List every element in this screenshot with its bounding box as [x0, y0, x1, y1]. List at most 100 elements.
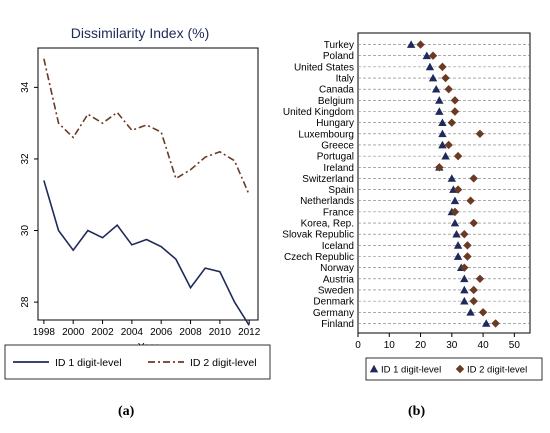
x-tick-label: 2002: [91, 327, 114, 338]
category-label-italy: Italy: [336, 74, 354, 85]
category-label-luxembourg: Luxembourg: [298, 129, 354, 140]
point-id-1-digit-level-netherlands: [450, 196, 460, 205]
category-label-united-kingdom: United Kingdom: [283, 107, 354, 118]
point-id-1-digit-level-italy: [428, 73, 438, 82]
point-id-1-digit-level-switzerland: [447, 174, 457, 182]
point-id-1-digit-level-denmark: [460, 296, 469, 305]
x-tick-label: 1998: [33, 327, 56, 338]
y-tick-label: 30: [20, 225, 31, 237]
x-tick-label: 30: [446, 340, 458, 351]
point-id-1-digit-level-slovak-republic: [452, 229, 461, 238]
point-id-1-digit-level-hungary: [438, 118, 447, 127]
x-tick-label: 50: [509, 340, 521, 351]
line-chart-dissimilarity-index: Dissimilarity Index (%) 28 30 32 34 1998 2000 2…: [4, 25, 271, 380]
point-id-2-digit-level-canada: [444, 84, 453, 94]
category-label-germany: Germany: [313, 308, 354, 319]
point-id-2-digit-level-poland: [428, 51, 438, 60]
point-id-1-digit-level-portugal: [441, 151, 450, 160]
point-id-2-digit-level-iceland: [463, 241, 472, 250]
y-tick-label: 34: [20, 81, 31, 93]
point-id-1-digit-level-belgium: [435, 96, 444, 104]
category-label-portugal: Portugal: [317, 152, 354, 163]
point-id-1-digit-level-canada: [431, 84, 441, 93]
category-label-greece: Greece: [321, 140, 354, 151]
x-tick-label: 2006: [150, 327, 173, 338]
legend-label-id-2-digit-level: ID 2 digit-level: [190, 357, 257, 369]
point-id-2-digit-level-austria: [475, 274, 485, 284]
point-id-1-digit-level-sweden: [460, 285, 469, 294]
legend-box: [4, 344, 271, 380]
x-tick-label: 0: [355, 340, 361, 351]
point-id-2-digit-level-italy: [441, 73, 450, 83]
point-id-2-digit-level-sweden: [469, 285, 478, 295]
point-id-1-digit-level-iceland: [453, 241, 463, 249]
point-id-2-digit-level-greece: [444, 140, 453, 150]
category-label-czech-republic: Czech Republic: [284, 252, 354, 263]
point-id-1-digit-level-austria: [460, 274, 469, 283]
category-label-netherlands: Netherlands: [300, 196, 354, 207]
category-label-finland: Finland: [321, 319, 354, 330]
category-label-denmark: Denmark: [313, 297, 355, 308]
category-label-france: France: [323, 207, 355, 218]
panel-label-b: (b): [408, 404, 426, 419]
x-tick-label: 2012: [238, 327, 261, 338]
category-label-poland: Poland: [323, 51, 354, 62]
point-id-2-digit-level-switzerland: [469, 174, 478, 183]
legend-label-id-1-digit-level: ID 1 digit-level: [381, 365, 441, 376]
point-id-1-digit-level-germany: [466, 308, 475, 316]
point-id-2-digit-level-france: [450, 207, 460, 217]
category-label-ireland: Ireland: [323, 163, 354, 174]
legend-key-id-2-digit-level: [455, 364, 465, 374]
x-tick-label: 2010: [209, 327, 232, 338]
point-id-2-digit-level-hungary: [447, 118, 457, 127]
point-id-2-digit-level-denmark: [469, 296, 478, 306]
plot-frame: [37, 47, 259, 321]
point-id-1-digit-level-greece: [438, 140, 447, 149]
y-tick-label: 28: [20, 296, 31, 308]
x-tick-label: 10: [384, 340, 396, 351]
point-id-2-digit-level-united-states: [438, 62, 447, 72]
point-id-2-digit-level-ireland: [435, 163, 444, 172]
legend-label-id-2-digit-level: ID 2 digit-level: [467, 365, 527, 376]
point-id-2-digit-level-finland: [491, 319, 500, 328]
point-id-1-digit-level-korea-rep: [450, 218, 460, 227]
y-tick-label: 32: [20, 153, 31, 165]
legend-box: [365, 357, 543, 381]
category-label-slovak-republic: Slovak Republic: [282, 230, 354, 241]
series-line-id-2-digit-level: [43, 58, 250, 196]
point-id-2-digit-level-czech-republic: [463, 252, 472, 261]
point-id-2-digit-level-luxembourg: [475, 129, 485, 139]
x-tick-label: 20: [415, 340, 427, 351]
point-id-1-digit-level-united-kingdom: [435, 107, 444, 115]
point-id-2-digit-level-netherlands: [466, 196, 475, 205]
point-id-1-digit-level-czech-republic: [453, 252, 463, 260]
legend-label-id-1-digit-level: ID 1 digit-level: [55, 357, 122, 369]
category-label-hungary: Hungary: [316, 118, 354, 129]
point-id-1-digit-level-finland: [482, 319, 491, 327]
point-id-1-digit-level-turkey: [406, 40, 416, 48]
chart-title: Dissimilarity Index (%): [71, 25, 209, 41]
category-label-iceland: Iceland: [322, 241, 354, 252]
point-id-2-digit-level-united-kingdom: [450, 107, 460, 116]
category-label-spain: Spain: [328, 185, 354, 196]
point-id-2-digit-level-turkey: [416, 40, 425, 49]
panel-label-a: (a): [118, 404, 135, 419]
category-label-sweden: Sweden: [318, 285, 354, 296]
plot-frame: [357, 32, 531, 334]
point-id-2-digit-level-belgium: [450, 96, 460, 105]
x-tick-label: 2004: [121, 327, 144, 338]
category-label-korea-rep: Korea, Rep.: [301, 219, 354, 230]
point-id-2-digit-level-slovak-republic: [460, 229, 469, 239]
category-label-belgium: Belgium: [318, 96, 354, 107]
category-label-united-states: United States: [294, 62, 354, 73]
x-tick-label: 2008: [179, 327, 202, 338]
point-id-2-digit-level-spain: [453, 185, 463, 194]
series-line-id-1-digit-level: [43, 180, 250, 326]
category-label-canada: Canada: [319, 85, 354, 96]
point-id-2-digit-level-norway: [460, 263, 469, 272]
x-tick-label: 40: [478, 340, 490, 351]
category-label-turkey: Turkey: [324, 40, 354, 51]
point-id-2-digit-level-germany: [478, 308, 488, 317]
